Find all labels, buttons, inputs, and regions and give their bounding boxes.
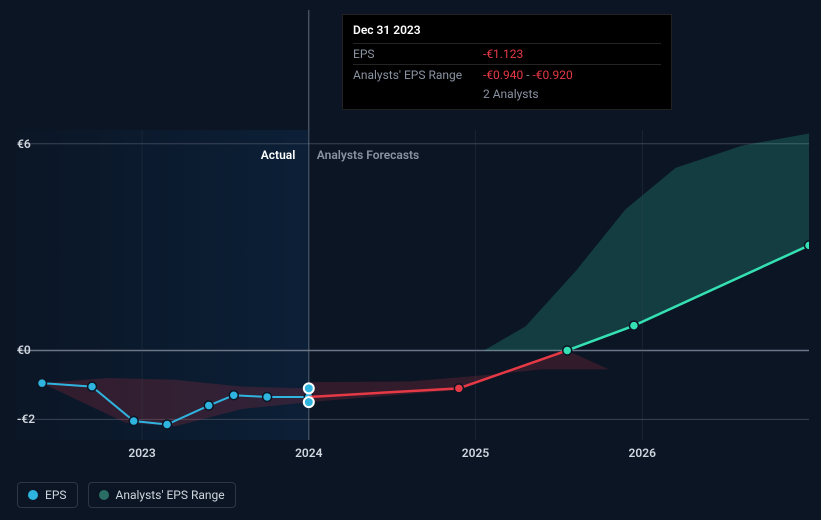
x-axis-tick-label: 2023 bbox=[128, 446, 155, 460]
tooltip-row-label: EPS bbox=[353, 47, 483, 61]
y-axis-tick-label: €0 bbox=[17, 343, 31, 357]
x-axis-tick-label: 2025 bbox=[462, 446, 489, 460]
chart-legend: EPS Analysts' EPS Range bbox=[17, 482, 236, 508]
chart-tooltip: Dec 31 2023 EPS-€1.123Analysts' EPS Rang… bbox=[342, 14, 672, 110]
legend-item-eps[interactable]: EPS bbox=[17, 482, 78, 508]
legend-item-range[interactable]: Analysts' EPS Range bbox=[88, 482, 236, 508]
y-axis-tick-label: -€2 bbox=[17, 412, 35, 426]
section-label-forecast: Analysts Forecasts bbox=[317, 148, 419, 162]
legend-label: EPS bbox=[45, 488, 67, 502]
tooltip-row-value: -€1.123 bbox=[483, 47, 523, 61]
tooltip-date: Dec 31 2023 bbox=[353, 23, 661, 37]
eps-chart[interactable]: €0 €6 -€2 2023 2024 2025 2026 Actual Analysts… bbox=[17, 0, 809, 470]
section-label-actual: Actual bbox=[261, 148, 296, 162]
legend-swatch-icon bbox=[99, 490, 109, 500]
tooltip-row-value: -€0.940 - -€0.920 bbox=[483, 68, 573, 82]
tooltip-row-label: Analysts' EPS Range bbox=[353, 68, 483, 82]
tooltip-analyst-count: 2 Analysts bbox=[483, 85, 661, 101]
legend-label: Analysts' EPS Range bbox=[116, 488, 225, 502]
legend-swatch-icon bbox=[28, 490, 38, 500]
y-axis-tick-label: €6 bbox=[17, 137, 31, 151]
x-axis-tick-label: 2026 bbox=[629, 446, 656, 460]
x-axis-tick-label: 2024 bbox=[295, 446, 322, 460]
